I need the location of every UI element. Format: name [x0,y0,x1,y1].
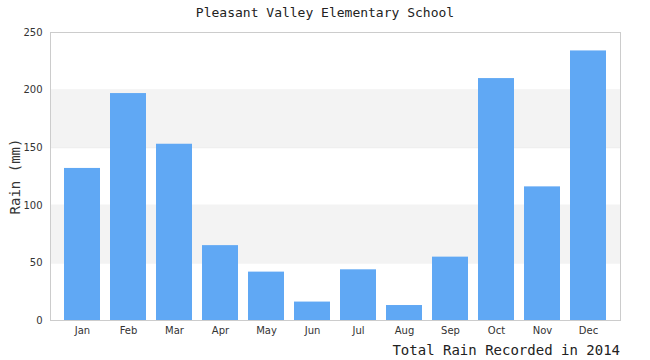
svg-text:100: 100 [23,200,42,211]
svg-text:Mar: Mar [165,325,185,336]
svg-text:Dec: Dec [579,325,598,336]
svg-text:Sep: Sep [441,325,460,336]
svg-text:0: 0 [36,315,42,326]
svg-text:May: May [256,325,277,336]
svg-text:Feb: Feb [120,325,138,336]
svg-text:150: 150 [23,142,42,153]
html-text:Total Rain Recorded in 2014: Total Rain Recorded in 2014 [392,342,620,358]
svg-text:Rain (mm): Rain (mm) [7,139,23,215]
html-text:Pleasant Valley Elementary Sch: Pleasant Valley Elementary School [195,5,455,20]
svg-text:Oct: Oct [488,325,505,336]
svg-text:Aug: Aug [395,325,415,336]
svg-text:Nov: Nov [533,325,553,336]
svg-text:Jun: Jun [304,325,321,336]
svg-text:50: 50 [30,257,43,268]
svg-text:250: 250 [23,27,42,38]
svg-text:Apr: Apr [212,325,230,336]
svg-text:Jul: Jul [351,325,364,336]
svg-text:Jan: Jan [74,325,90,336]
svg-text:200: 200 [23,84,42,95]
